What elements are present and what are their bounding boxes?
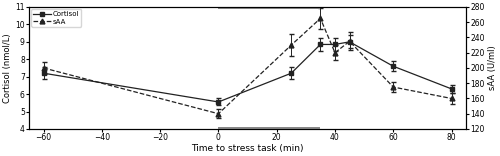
Legend: Cortisol, sAA: Cortisol, sAA: [31, 9, 81, 27]
Y-axis label: sAA (U/ml): sAA (U/ml): [488, 46, 496, 90]
Bar: [218, 7, 320, 9]
Bar: [218, 127, 320, 129]
X-axis label: Time to stress task (min): Time to stress task (min): [192, 144, 304, 153]
Y-axis label: Cortisol (nmol/L): Cortisol (nmol/L): [4, 33, 13, 103]
